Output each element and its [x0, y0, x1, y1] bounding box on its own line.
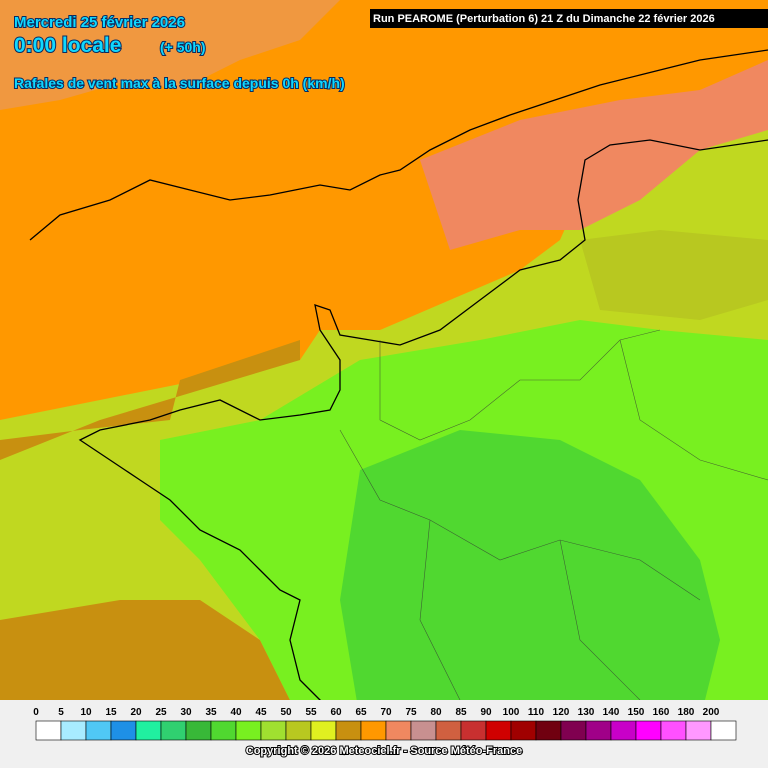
wind-zone-orange-light — [0, 0, 340, 110]
legend-label: 45 — [255, 707, 267, 718]
legend-swatch — [210, 720, 237, 741]
wind-zone-olive — [580, 230, 768, 320]
legend-swatch — [360, 720, 387, 741]
legend-swatch — [560, 720, 587, 741]
legend-label: 80 — [430, 707, 442, 718]
legend-label: 140 — [603, 707, 620, 718]
legend-label: 10 — [80, 707, 92, 718]
legend-swatch — [60, 720, 87, 741]
coast-france — [78, 139, 768, 721]
legend-swatch — [160, 720, 187, 741]
legend-swatch — [410, 720, 437, 741]
copyright: Copyright © 2026 Meteociel.fr - Source M… — [246, 745, 522, 757]
legend-swatch — [435, 720, 462, 741]
run-info: Run PEAROME (Perturbation 6) 21 Z du Dim… — [373, 13, 715, 25]
legend-label: 0 — [33, 707, 39, 718]
legend-label: 90 — [480, 707, 492, 718]
legend-label: 15 — [105, 707, 117, 718]
legend-swatch — [710, 720, 737, 741]
legend-label: 110 — [528, 707, 545, 718]
coast-england — [29, 49, 768, 241]
legend-label: 60 — [330, 707, 342, 718]
legend-swatch — [260, 720, 287, 741]
legend-label: 130 — [578, 707, 595, 718]
legend-label: 200 — [703, 707, 720, 718]
legend-label: 20 — [130, 707, 142, 718]
legend-label: 70 — [380, 707, 392, 718]
legend-label: 85 — [455, 707, 467, 718]
legend-swatch — [135, 720, 162, 741]
legend-label: 55 — [305, 707, 317, 718]
parameter: Rafales de vent max à la surface depuis … — [14, 75, 345, 91]
legend-label: 150 — [628, 707, 645, 718]
legend-swatch — [185, 720, 212, 741]
region-borders — [339, 329, 768, 701]
legend-swatch — [285, 720, 312, 741]
legend-swatch — [660, 720, 687, 741]
legend-swatch — [385, 720, 412, 741]
legend-label: 5 — [58, 707, 64, 718]
legend-label: 25 — [155, 707, 167, 718]
legend-label: 50 — [280, 707, 292, 718]
wind-zone-ochre-south — [0, 600, 300, 720]
legend-label: 100 — [503, 707, 520, 718]
date: Mercredi 25 février 2026 — [14, 14, 185, 31]
legend-swatch — [335, 720, 362, 741]
legend-swatch — [685, 720, 712, 741]
legend-swatch — [485, 720, 512, 741]
legend-swatch — [535, 720, 562, 741]
legend-label: 65 — [355, 707, 367, 718]
legend-swatch — [460, 720, 487, 741]
legend-swatch — [585, 720, 612, 741]
legend-swatch — [110, 720, 137, 741]
wind-zone-orange — [0, 0, 768, 420]
lead-time: (+ 50h) — [160, 39, 206, 55]
coastlines — [29, 49, 768, 721]
legend-swatch — [85, 720, 112, 741]
legend-label: 35 — [205, 707, 217, 718]
run-banner — [370, 9, 768, 28]
legend-swatch — [35, 720, 62, 741]
wind-zone-green-dark — [340, 430, 720, 720]
legend-label: 180 — [678, 707, 695, 718]
legend-label: 40 — [230, 707, 242, 718]
legend-label: 120 — [553, 707, 570, 718]
legend-swatch — [635, 720, 662, 741]
legend: 0 5 10 15 20 25 30 35 40 45 50 55 60 65 70 75 80 85 90 100 1… — [33, 707, 737, 741]
legend-swatch — [310, 720, 337, 741]
legend-label: 30 — [180, 707, 192, 718]
legend-swatch — [610, 720, 637, 741]
wind-zone-ochre — [0, 340, 300, 460]
legend-swatch — [235, 720, 262, 741]
local-time: 0:00 locale — [14, 34, 121, 57]
legend-label: 160 — [653, 707, 670, 718]
legend-label: 75 — [405, 707, 417, 718]
legend-swatch — [510, 720, 537, 741]
